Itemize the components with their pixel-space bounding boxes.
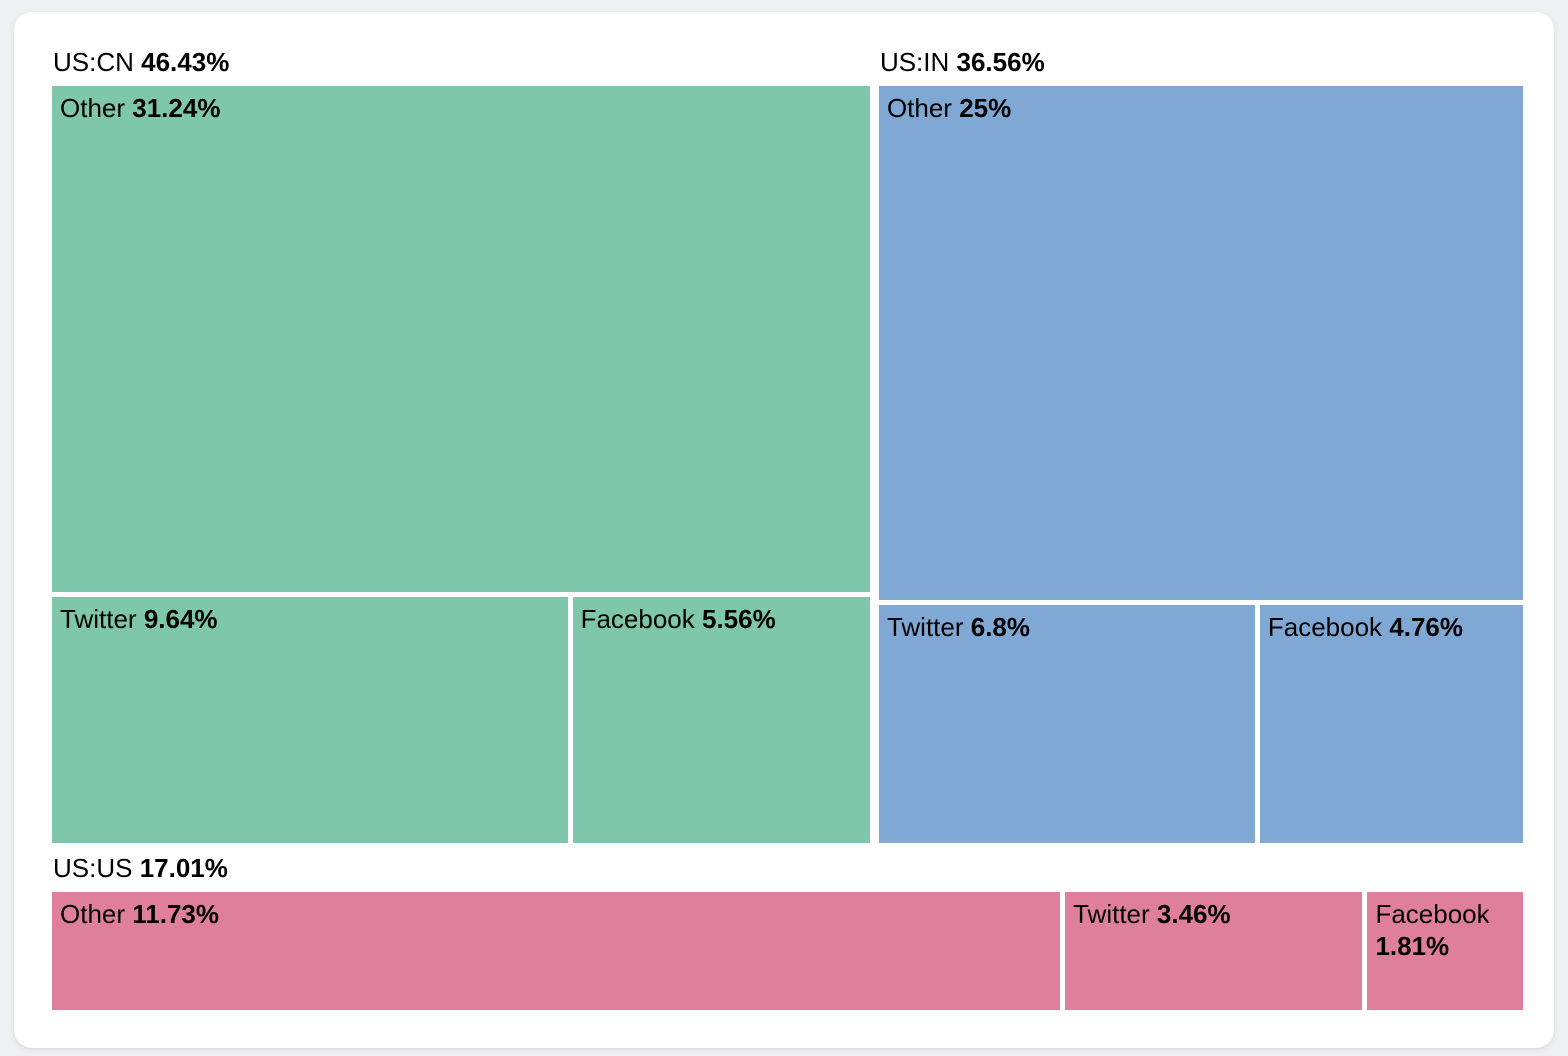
cell-value: 4.76% [1389,612,1464,643]
group-value: 17.01% [139,853,228,883]
cell-label: Twitter 3.46% [1065,892,1362,936]
treemap-cell-us-in-facebook[interactable]: Facebook 4.76% [1259,605,1523,843]
treemap-cell-us-us-other[interactable]: Other 11.73% [52,892,1061,1010]
group-label: US:IN [879,47,950,77]
group-cells: Other 31.24% Twitter 9.64% [52,86,870,843]
group-value: 46.43% [141,47,230,77]
cell-value: 3.46% [1156,899,1231,929]
group-header-us-in: US:IN 36.56% [879,47,1523,86]
group-subrow: Twitter 9.64% Facebook 5.56% [52,596,870,843]
treemap-cell-us-in-twitter[interactable]: Twitter 6.8% [878,605,1255,843]
cell-name: Facebook [580,603,695,634]
group-label: US:US [53,853,133,883]
cell-label: Twitter 6.8% [879,605,1255,649]
cell-value: 6.8% [970,612,1031,643]
group-subrow: Twitter 6.8% Facebook 4.76% [878,605,1523,843]
treemap: US:CN 46.43% Other 31.24% [52,47,1523,1010]
cell-label: Other 11.73% [52,892,1060,936]
cell-value: 1.81% [1375,931,1450,961]
treemap-group-us-us: US:US 17.01% Other 11.73% Twitter 3.46% [52,853,1523,1010]
cell-label: Other 25% [879,86,1523,130]
cell-name: Twitter [60,603,137,634]
treemap-group-us-cn: US:CN 46.43% Other 31.24% [52,47,870,843]
cell-name: Twitter [1073,899,1150,929]
cell-label: Twitter 9.64% [52,597,568,641]
treemap-top-row: US:CN 46.43% Other 31.24% [52,47,1523,843]
cell-value: 5.56% [702,603,776,634]
cell-label: Facebook 4.76% [1260,605,1523,649]
cell-name: Other [60,899,126,929]
cell-name: Twitter [886,612,964,643]
cell-value: 9.64% [143,603,218,634]
cell-value: 11.73% [132,899,220,929]
treemap-cell-us-in-other[interactable]: Other 25% [878,86,1523,601]
group-cells: Other 11.73% Twitter 3.46% Facebook [52,892,1523,1010]
cell-value: 31.24% [132,93,221,123]
cell-value: 25% [959,93,1012,123]
group-value: 36.56% [956,47,1045,77]
cell-name: Other [886,93,952,123]
group-header-us-us: US:US 17.01% [52,853,1523,892]
group-header-us-cn: US:CN 46.43% [52,47,870,86]
chart-card: US:CN 46.43% Other 31.24% [14,12,1554,1048]
treemap-cell-us-us-facebook[interactable]: Facebook 1.81% [1367,892,1523,1010]
cell-name: Facebook [1375,899,1490,929]
treemap-group-us-in: US:IN 36.56% Other 25% [878,47,1523,843]
treemap-cell-us-us-twitter[interactable]: Twitter 3.46% [1065,892,1363,1010]
treemap-cell-us-cn-facebook[interactable]: Facebook 5.56% [572,596,870,843]
treemap-cell-us-cn-other[interactable]: Other 31.24% [52,86,870,592]
cell-name: Facebook [1267,612,1383,643]
cell-name: Other [60,93,126,123]
cell-label: Other 31.24% [52,86,870,130]
group-cells: Other 25% Twitter 6.8% [878,86,1523,843]
treemap-cell-us-cn-twitter[interactable]: Twitter 9.64% [52,596,568,843]
cell-label: Facebook 1.81% [1367,892,1523,968]
cell-label: Facebook 5.56% [573,597,870,641]
group-label: US:CN [53,47,134,77]
